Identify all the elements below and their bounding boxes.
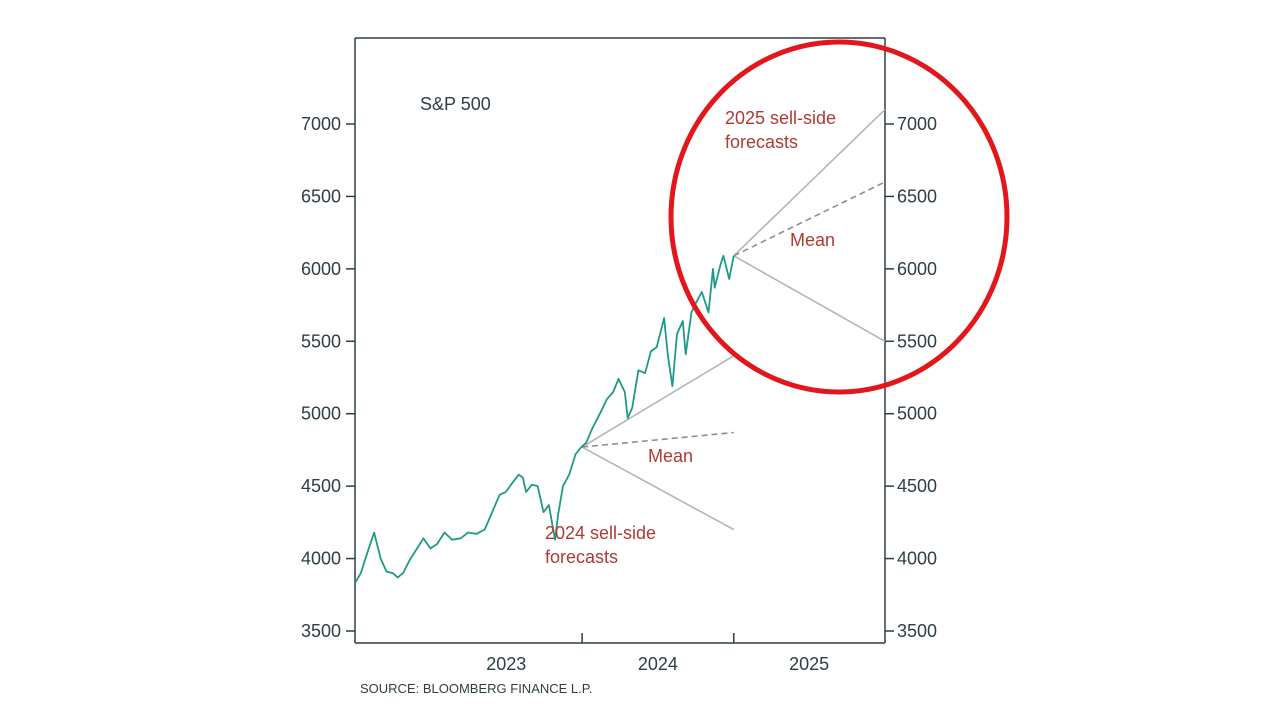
y-tick-label-left: 3500 bbox=[301, 621, 341, 641]
forecast-2024-mean-label: Mean bbox=[648, 446, 693, 466]
left-y-ticks: 3500 4000 4500 5000 5500 6000 6500 7000 bbox=[301, 114, 355, 641]
y-tick-label-left: 7000 bbox=[301, 114, 341, 134]
forecast-lines bbox=[581, 108, 886, 531]
sp500-price-line bbox=[354, 254, 735, 584]
x-tick-label: 2023 bbox=[486, 654, 526, 674]
y-tick-label-right: 3500 bbox=[897, 621, 937, 641]
forecast-2025-mean-line bbox=[733, 181, 886, 257]
y-tick-label-left: 6000 bbox=[301, 259, 341, 279]
highlight-circle bbox=[668, 39, 1010, 395]
y-tick-label-right: 6000 bbox=[897, 259, 937, 279]
y-tick-label-left: 4000 bbox=[301, 549, 341, 569]
forecast-2024-label-line2: forecasts bbox=[545, 547, 618, 567]
y-tick-label-left: 5000 bbox=[301, 404, 341, 424]
forecast-2025-mean-label: Mean bbox=[790, 230, 835, 250]
y-tick-label-right: 5000 bbox=[897, 404, 937, 424]
y-tick-label-left: 4500 bbox=[301, 476, 341, 496]
forecast-2024-low-line bbox=[581, 446, 735, 531]
forecast-2025-high-line bbox=[733, 108, 886, 257]
forecast-2025-label-line1: 2025 sell-side bbox=[725, 108, 836, 128]
y-tick-label-right: 5500 bbox=[897, 331, 937, 351]
y-tick-label-left: 5500 bbox=[301, 331, 341, 351]
y-tick-label-right: 7000 bbox=[897, 114, 937, 134]
x-tick-label: 2025 bbox=[789, 654, 829, 674]
source-note: SOURCE: BLOOMBERG FINANCE L.P. bbox=[360, 681, 592, 696]
y-tick-label-right: 6500 bbox=[897, 186, 937, 206]
plot-frame bbox=[354, 37, 886, 644]
forecast-2024-mean-line bbox=[582, 431, 734, 448]
forecast-2025-low-line bbox=[733, 255, 886, 342]
right-y-ticks: 3500 4000 4500 5000 5500 6000 6500 7000 bbox=[885, 114, 937, 641]
y-tick-label-left: 6500 bbox=[301, 186, 341, 206]
y-tick-label-right: 4000 bbox=[897, 549, 937, 569]
x-ticks: 2023 2024 2025 bbox=[486, 633, 829, 674]
forecast-2024-label-line1: 2024 sell-side bbox=[545, 523, 656, 543]
y-tick-label-right: 4500 bbox=[897, 476, 937, 496]
price-series bbox=[354, 254, 735, 584]
forecast-2024-high-line bbox=[581, 355, 735, 448]
chart-title: S&P 500 bbox=[420, 94, 491, 114]
forecast-2025-label-line2: forecasts bbox=[725, 132, 798, 152]
x-tick-label: 2024 bbox=[638, 654, 678, 674]
